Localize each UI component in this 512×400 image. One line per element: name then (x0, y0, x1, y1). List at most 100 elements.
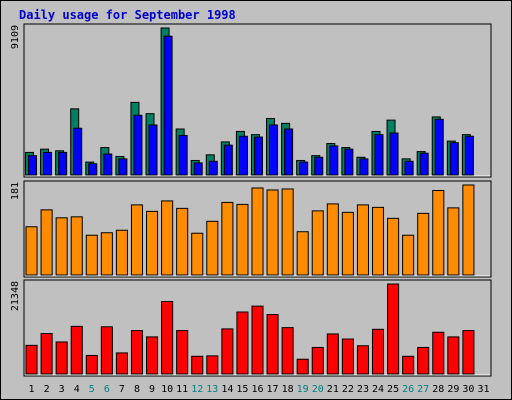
kbytes-bar-day-16 (251, 187, 264, 276)
panel-max-label-1: 9109 (10, 25, 21, 49)
kbytes-bar-day-15 (236, 203, 249, 276)
x-tick-label-day-12: 12 (191, 384, 203, 395)
visits-bar-day-14 (221, 328, 234, 375)
files-bar-day-20 (314, 156, 324, 176)
visits-bar-day-21 (326, 333, 339, 375)
kbytes-bar-day-20 (311, 210, 324, 276)
files-bar-day-10 (163, 35, 173, 176)
files-bar-day-27 (419, 152, 429, 176)
panel-max-label-2: 181 (10, 182, 21, 200)
kbytes-bar-day-22 (341, 211, 354, 276)
x-tick-label-day-2: 2 (44, 384, 50, 395)
kbytes-bar-day-30 (462, 184, 475, 276)
files-bar-day-12 (193, 162, 203, 176)
x-tick-label-day-21: 21 (327, 384, 339, 395)
x-tick-label-day-27: 27 (417, 384, 429, 395)
visits-bar-day-25 (387, 283, 400, 375)
visits-bar-day-27 (417, 346, 430, 375)
files-bar-day-8 (133, 114, 143, 176)
x-tick-label-day-10: 10 (161, 384, 173, 395)
visits-bar-day-29 (447, 336, 460, 375)
x-tick-label-day-18: 18 (282, 384, 294, 395)
visits-bar-day-1 (25, 344, 38, 375)
x-tick-label-day-7: 7 (119, 384, 125, 395)
visits-bar-day-3 (55, 341, 68, 375)
kbytes-bar-day-8 (130, 204, 144, 276)
x-tick-label-day-1: 1 (29, 384, 35, 395)
visits-bar-day-2 (40, 333, 53, 375)
x-tick-label-day-16: 16 (251, 384, 263, 395)
visits-bar-day-4 (70, 325, 83, 375)
visits-bar-day-13 (206, 355, 219, 375)
visits-bar-day-24 (371, 328, 385, 375)
files-bar-day-14 (223, 144, 233, 176)
files-bar-day-30 (464, 135, 474, 176)
x-tick-label-day-4: 4 (74, 384, 80, 395)
visits-bar-day-20 (311, 346, 324, 375)
files-bar-day-21 (329, 145, 339, 176)
visits-bar-day-23 (356, 345, 369, 375)
visits-bar-day-5 (85, 354, 98, 375)
files-bar-day-19 (299, 161, 309, 176)
x-tick-label-day-8: 8 (134, 384, 140, 395)
kbytes-bar-day-14 (221, 201, 234, 276)
files-bar-day-26 (404, 160, 414, 176)
kbytes-bar-day-6 (100, 232, 113, 276)
visits-bar-day-7 (115, 352, 128, 375)
files-bar-day-23 (359, 158, 369, 176)
kbytes-bar-day-2 (40, 209, 53, 276)
x-tick-label-day-15: 15 (236, 384, 248, 395)
x-tick-label-day-3: 3 (59, 384, 65, 395)
visits-bar-day-30 (462, 330, 475, 375)
kbytes-bar-day-25 (387, 217, 400, 276)
kbytes-bar-day-18 (281, 188, 294, 276)
x-tick-label-day-13: 13 (206, 384, 218, 395)
kbytes-bar-day-17 (266, 189, 279, 276)
visits-bar-day-28 (432, 331, 445, 375)
files-bar-day-6 (103, 153, 113, 176)
visits-bar-day-12 (191, 355, 204, 375)
visits-bar-day-22 (341, 338, 354, 375)
files-bar-day-24 (374, 134, 384, 176)
files-bar-day-5 (88, 163, 98, 176)
visits-bar-day-19 (296, 358, 309, 375)
x-tick-label-day-28: 28 (432, 384, 444, 395)
files-bar-day-18 (284, 128, 294, 176)
kbytes-bar-day-1 (25, 226, 38, 276)
x-tick-label-day-11: 11 (176, 384, 188, 395)
visits-bar-day-18 (281, 327, 294, 375)
files-bar-day-15 (238, 135, 248, 176)
x-tick-label-day-19: 19 (297, 384, 309, 395)
visits-bar-day-6 (100, 326, 113, 375)
files-bar-day-3 (58, 151, 68, 176)
panel-max-label-3: 21348 (10, 281, 21, 311)
files-bar-day-13 (208, 160, 218, 176)
x-tick-label-day-9: 9 (149, 384, 155, 395)
files-bar-day-1 (28, 155, 37, 176)
files-bar-day-28 (434, 118, 444, 176)
kbytes-bar-day-3 (55, 217, 68, 276)
kbytes-bar-day-28 (432, 189, 445, 276)
x-tick-label-day-22: 22 (342, 384, 354, 395)
x-tick-label-day-30: 30 (462, 384, 474, 395)
kbytes-bar-day-7 (115, 229, 128, 276)
kbytes-bar-day-19 (296, 231, 309, 276)
x-tick-label-day-31: 31 (477, 384, 489, 395)
x-tick-label-day-14: 14 (221, 384, 233, 395)
files-bar-day-25 (389, 132, 399, 176)
kbytes-bar-day-13 (206, 220, 219, 276)
visits-bar-day-15 (236, 311, 249, 375)
kbytes-bar-day-12 (191, 232, 204, 276)
x-tick-label-day-29: 29 (447, 384, 459, 395)
kbytes-bar-day-11 (176, 207, 189, 276)
x-tick-label-day-6: 6 (104, 384, 110, 395)
visits-bar-day-16 (251, 305, 264, 375)
visits-bar-day-9 (146, 336, 159, 375)
kbytes-bar-day-27 (417, 212, 430, 276)
kbytes-bar-day-26 (402, 234, 415, 276)
chart-title: Daily usage for September 1998 (19, 8, 236, 22)
x-tick-label-day-24: 24 (372, 384, 384, 395)
files-bar-day-9 (148, 124, 158, 176)
visits-bar-day-10 (161, 300, 174, 375)
kbytes-bar-day-29 (447, 207, 460, 276)
